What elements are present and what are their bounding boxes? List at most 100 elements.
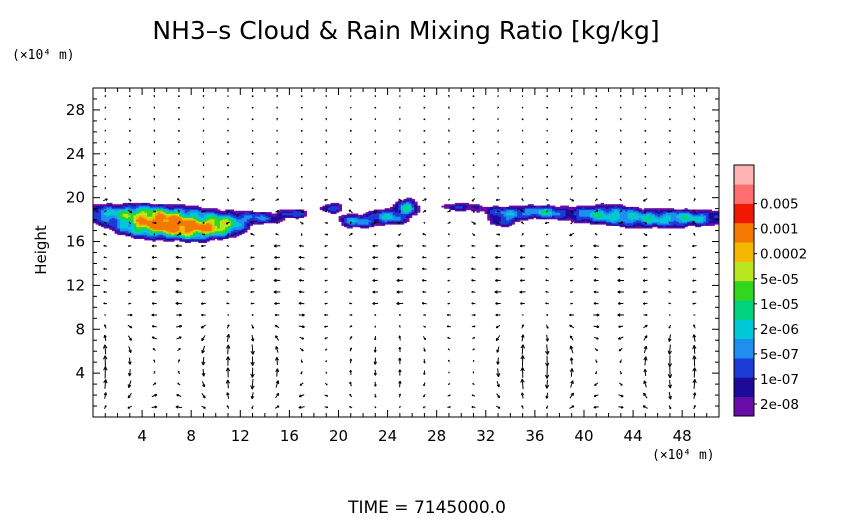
cloud-cell [619, 217, 623, 220]
cloud-cell [492, 214, 496, 217]
cloud-cell [201, 221, 205, 224]
cloud-cell [622, 213, 626, 216]
cloud-cell [171, 224, 175, 226]
cloud-cell [236, 229, 240, 232]
wind-vector [103, 267, 108, 270]
cloud-cell [152, 209, 156, 212]
cloud-cell [400, 201, 405, 204]
wind-vector [325, 129, 328, 132]
cloud-cell [176, 227, 180, 230]
cloud-cell [147, 231, 151, 234]
wind-vector [349, 405, 353, 409]
cloud-cell [325, 206, 329, 209]
cloud-cell [619, 216, 623, 218]
wind-vector [151, 279, 157, 282]
cloud-cell [560, 208, 564, 211]
wind-vector [128, 256, 132, 259]
cloud-cell [228, 218, 232, 221]
cloud-cell [544, 212, 548, 214]
wind-vector [298, 267, 305, 271]
cloud-cell [236, 210, 240, 213]
cloud-cell [325, 209, 329, 212]
cloud-cell [111, 213, 116, 216]
cloud-cell [236, 220, 240, 222]
cloud-cell [525, 210, 529, 213]
cloud-cell [662, 226, 667, 229]
cloud-cell [182, 218, 186, 221]
cloud-cell [684, 208, 688, 211]
cloud-cell [589, 221, 594, 224]
cloud-cell [217, 212, 221, 214]
cloud-cell [606, 217, 610, 220]
cloud-cell [114, 221, 118, 224]
cloud-cell [668, 222, 672, 225]
cloud-cell [511, 209, 515, 212]
wind-vector [644, 176, 647, 178]
cloud-cell [152, 214, 156, 217]
cloud-cell [490, 209, 494, 212]
cloud-cell [190, 230, 194, 233]
cloud-cell [679, 220, 683, 222]
cloud-cell [643, 214, 648, 217]
cloud-cell [138, 204, 143, 207]
wind-vector [423, 153, 426, 155]
cloud-cell [503, 210, 507, 213]
cloud-cell [406, 197, 410, 200]
cloud-cell [122, 220, 126, 222]
colorbar-swatch [734, 338, 754, 359]
wind-vector [595, 95, 598, 97]
wind-vector [153, 141, 156, 144]
wind-vector [546, 106, 548, 109]
cloud-cell [244, 220, 248, 222]
cloud-cell [141, 221, 145, 224]
cloud-cell [152, 231, 156, 234]
cloud-cell [230, 233, 234, 236]
cloud-cell [630, 208, 634, 211]
cloud-cell [560, 213, 564, 216]
cloud-cell [241, 224, 245, 226]
cloud-cell [190, 239, 194, 242]
cloud-cell [160, 227, 164, 230]
cloud-cell [268, 212, 272, 214]
cloud-cell [352, 216, 356, 218]
cloud-cell [576, 220, 580, 222]
cloud-cell [219, 225, 224, 228]
cloud-cell [511, 213, 515, 216]
cloud-cell [587, 206, 591, 209]
cloud-cell [111, 208, 116, 211]
cloud-cell [122, 227, 126, 230]
cloud-cell [101, 221, 105, 224]
cloud-cell [141, 206, 145, 209]
cloud-cell [379, 220, 383, 222]
cloud-cell [603, 213, 607, 216]
cloud-cell [238, 222, 243, 225]
cloud-cell [198, 216, 202, 218]
cloud-cell [192, 239, 197, 242]
wind-vector [104, 164, 107, 167]
cloud-cell [325, 205, 329, 208]
cloud-cell [198, 212, 202, 214]
cloud-cell [171, 205, 175, 208]
cloud-cell [290, 213, 294, 216]
cloud-cell [592, 205, 596, 208]
cloud-cell [390, 210, 394, 213]
cloud-cell [133, 210, 137, 213]
cloud-cell [684, 218, 688, 221]
wind-vector [202, 129, 205, 132]
cloud-cell [114, 227, 118, 230]
cloud-cell [552, 213, 556, 216]
cloud-cell [257, 222, 261, 225]
cloud-cell [627, 226, 631, 229]
cloud-cell [230, 231, 234, 234]
wind-vector [617, 278, 624, 283]
cloud-cell [211, 214, 216, 217]
cloud-cell [411, 200, 415, 203]
cloud-cell [225, 237, 229, 239]
cloud-cell [689, 210, 694, 213]
cloud-cell [714, 222, 718, 225]
cloud-cell [198, 234, 202, 237]
cloud-cell [147, 204, 151, 207]
cloud-cell [606, 222, 610, 225]
cloud-cell [571, 217, 575, 220]
cloud-cell [390, 208, 394, 211]
